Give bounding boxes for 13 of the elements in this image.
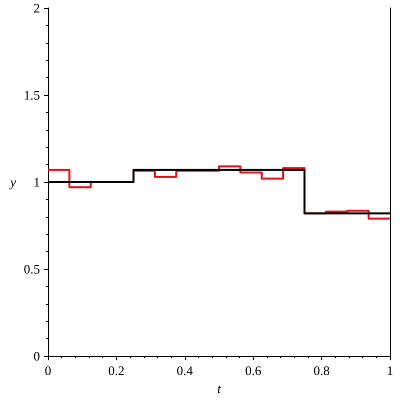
x-tick-label: 0.8	[313, 363, 330, 378]
y-tick-label: 0.5	[24, 262, 40, 277]
y-tick-label: 2	[34, 0, 40, 16]
x-tick-label: 0.2	[108, 363, 125, 378]
x-axis-title: t	[217, 381, 222, 396]
x-tick-label: 0.6	[245, 363, 262, 378]
x-tick-label: 1	[386, 363, 394, 378]
y-tick-label: 1	[34, 174, 40, 190]
x-tick-label: 0.4	[176, 363, 194, 378]
y-axis-title: y	[8, 174, 16, 190]
y-tick-label: 1.5	[24, 88, 40, 103]
y-tick-label: 0	[34, 348, 40, 364]
x-tick-label: 0	[44, 363, 52, 378]
